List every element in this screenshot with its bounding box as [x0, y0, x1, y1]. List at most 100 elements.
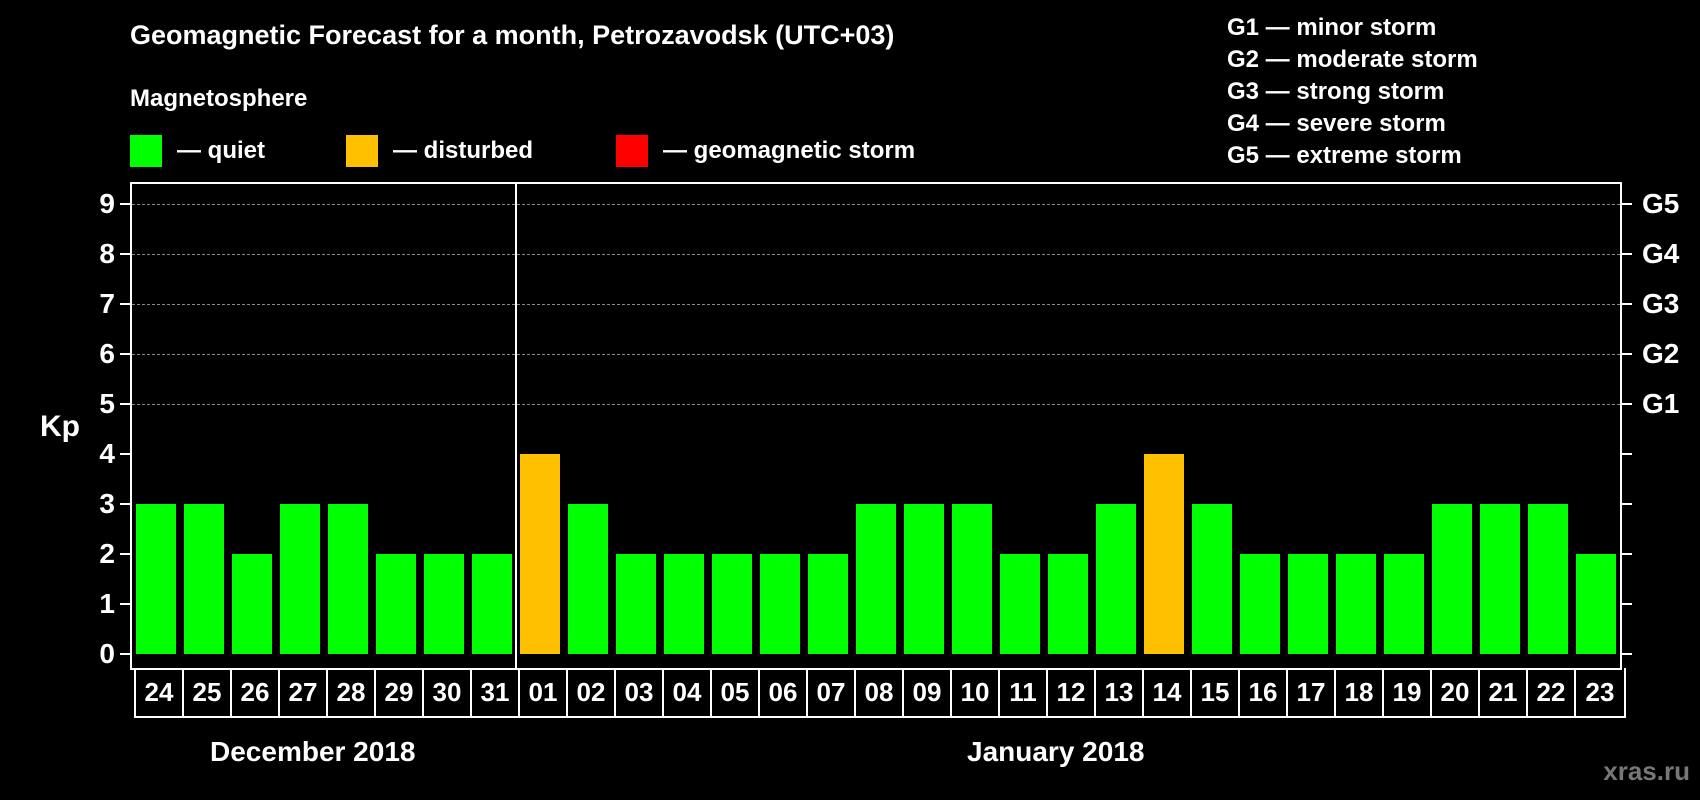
y-tick-label: 2: [99, 538, 115, 569]
bar-10: [952, 504, 992, 654]
bar-01: [520, 454, 560, 654]
bar-27: [280, 504, 320, 654]
day-label: 18: [1336, 668, 1384, 716]
g-level-label: G3: [1642, 288, 1680, 319]
day-label: 24: [136, 668, 184, 716]
day-label: 21: [1480, 668, 1528, 716]
bar-12: [1048, 554, 1088, 654]
bar-25: [184, 504, 224, 654]
day-label: 03: [616, 668, 664, 716]
legend-disturbed: — disturbed: [346, 135, 533, 167]
right-tick: [1622, 553, 1632, 555]
chart-title: Geomagnetic Forecast for a month, Petroz…: [130, 20, 895, 50]
bar-26: [232, 554, 272, 654]
month-label-january: January 2018: [967, 736, 1145, 767]
day-label: 09: [904, 668, 952, 716]
y-tick-label: 9: [99, 188, 115, 219]
right-tick: [1622, 603, 1632, 605]
g-legend-item: G4 — severe storm: [1227, 110, 1446, 137]
g-scale-legend: G1 — minor storm G2 — moderate storm G3 …: [1227, 12, 1478, 172]
gridline: [132, 204, 1620, 205]
y-tick: [120, 553, 130, 555]
day-label: 30: [424, 668, 472, 716]
bar-20: [1432, 504, 1472, 654]
day-label: 14: [1144, 668, 1192, 716]
y-tick-label: 4: [99, 438, 115, 469]
bar-30: [424, 554, 464, 654]
day-label: 15: [1192, 668, 1240, 716]
right-tick: [1622, 403, 1632, 405]
y-tick: [120, 503, 130, 505]
day-label: 08: [856, 668, 904, 716]
day-label: 29: [376, 668, 424, 716]
y-tick: [120, 453, 130, 455]
gridline: [132, 404, 1620, 405]
y-tick-label: 6: [99, 338, 115, 369]
gridline: [132, 304, 1620, 305]
gridline: [132, 254, 1620, 255]
bar-29: [376, 554, 416, 654]
day-label: 23: [1585, 676, 1615, 707]
bar-24: [136, 504, 176, 654]
bar-11: [1000, 554, 1040, 654]
y-tick-label: 7: [99, 288, 115, 319]
legend-quiet: — quiet: [130, 135, 265, 167]
bar-02: [568, 504, 608, 654]
right-tick: [1622, 253, 1632, 255]
g-level-label: G4: [1642, 238, 1680, 269]
day-label: 05: [712, 668, 760, 716]
day-label: 02: [568, 668, 616, 716]
bar-31: [472, 554, 512, 654]
y-tick: [120, 403, 130, 405]
day-label: 22: [1528, 668, 1576, 716]
y-tick: [120, 303, 130, 305]
day-label: 31: [472, 668, 520, 716]
right-tick: [1622, 303, 1632, 305]
y-tick-label: 1: [99, 588, 115, 619]
bar-03: [616, 554, 656, 654]
bar-13: [1096, 504, 1136, 654]
bar-06: [760, 554, 800, 654]
y-tick-label: 3: [99, 488, 115, 519]
legend-storm: — geomagnetic storm: [616, 135, 915, 167]
y-tick-label: 8: [99, 238, 115, 269]
y-tick: [120, 203, 130, 205]
day-label: 16: [1240, 668, 1288, 716]
y-tick-label: 0: [99, 638, 115, 669]
y-axis-label: Kp: [40, 410, 80, 443]
day-label: 04: [664, 668, 712, 716]
y-tick-label: 5: [99, 388, 115, 419]
day-label: 17: [1288, 668, 1336, 716]
day-axis: 24 25 26 27 28 29 30 31 01 02 03 04 05 06 07 08 09 10 11 12…: [134, 668, 1626, 718]
day-label: 07: [808, 668, 856, 716]
day-label: 20: [1432, 668, 1480, 716]
bar-23: [1576, 554, 1616, 654]
g-level-label: G5: [1642, 188, 1680, 219]
gridline: [132, 354, 1620, 355]
bar-21: [1480, 504, 1520, 654]
bar-22: [1528, 504, 1568, 654]
legend-swatch-disturbed: [346, 135, 378, 167]
bar-08: [856, 504, 896, 654]
g-level-label: G1: [1642, 388, 1680, 419]
day-label: 25: [184, 668, 232, 716]
bar-05: [712, 554, 752, 654]
legend-label: — quiet: [177, 137, 265, 164]
bar-18: [1336, 554, 1376, 654]
right-tick: [1622, 503, 1632, 505]
g-level-label: G2: [1642, 338, 1680, 369]
day-label: 10: [952, 668, 1000, 716]
g-legend-item: G1 — minor storm: [1227, 14, 1437, 41]
right-tick: [1622, 653, 1632, 655]
month-separator: [515, 184, 517, 668]
y-tick: [120, 253, 130, 255]
right-tick: [1622, 203, 1632, 205]
bar-17: [1288, 554, 1328, 654]
legend-label: — geomagnetic storm: [663, 137, 916, 164]
bar-09: [904, 504, 944, 654]
day-label: 27: [280, 668, 328, 716]
bar-04: [664, 554, 704, 654]
day-label: 13: [1096, 668, 1144, 716]
watermark: xras.ru: [1603, 756, 1690, 786]
y-tick: [120, 353, 130, 355]
